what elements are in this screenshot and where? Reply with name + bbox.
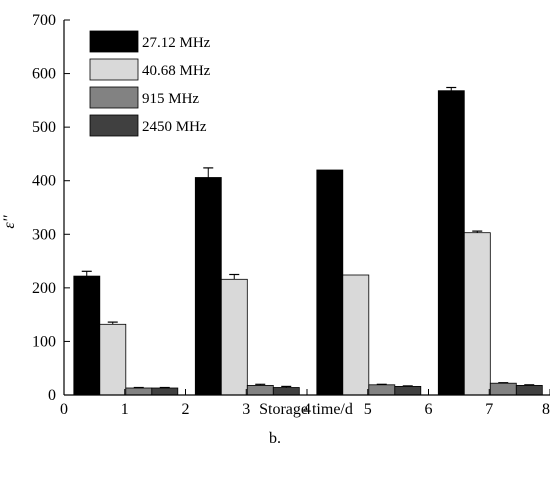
bar-40-68-mhz-day-3 [220, 278, 248, 396]
y-tick-label: 400 [32, 173, 56, 190]
figure-caption: b. [269, 430, 281, 447]
bar-915-mhz-day-1 [125, 387, 153, 396]
legend-label: 40.68 MHz [142, 63, 211, 79]
bar-915-mhz-day-3 [246, 384, 274, 396]
y-tick-label: 100 [32, 333, 56, 350]
y-tick-label: 500 [32, 119, 56, 136]
y-tick-label: 600 [32, 66, 56, 83]
x-tick-label: 6 [425, 401, 433, 418]
legend-label: 27.12 MHz [142, 35, 211, 51]
y-tick-label: 200 [32, 280, 56, 297]
legend-swatch [89, 30, 139, 53]
bar-40-68-mhz-day-1 [99, 323, 127, 396]
x-axis-label: Storage time/d [259, 401, 353, 418]
bar-915-mhz-day-7 [489, 382, 517, 396]
bar-2450-mhz-day-7 [515, 384, 543, 396]
x-tick-label: 2 [182, 401, 190, 418]
bar-27-12-mhz-day-7 [437, 90, 465, 396]
ticks-group: 0 100 200 300 400 500 600 700 0 1 2 3 4 5 6 7 8 [32, 12, 550, 418]
y-tick-label: 0 [48, 387, 56, 404]
bar-40-68-mhz-day-7 [463, 232, 491, 396]
bar-915-mhz-day-5 [368, 384, 396, 396]
bar-27-12-mhz-day-5 [316, 169, 344, 396]
legend-label: 2450 MHz [142, 119, 207, 135]
x-tick-label: 5 [364, 401, 372, 418]
x-tick-label: 7 [485, 401, 493, 418]
bar-27-12-mhz-day-3 [194, 177, 222, 396]
legend-label: 915 MHz [142, 91, 199, 107]
y-tick-label: 700 [32, 12, 56, 29]
bar-27-12-mhz-day-1 [73, 275, 101, 396]
y-axis-label: ε'' [1, 215, 18, 229]
bar-2450-mhz-day-5 [394, 385, 422, 396]
x-tick-label: 8 [542, 401, 550, 418]
bar-40-68-mhz-day-5 [342, 274, 370, 396]
legend: 27.12 MHz 40.68 MHz 915 MHz 2450 MHz [89, 30, 211, 137]
x-tick-label: 3 [242, 401, 250, 418]
x-tick-label: 1 [121, 401, 129, 418]
bar-2450-mhz-day-3 [272, 387, 300, 396]
x-tick-label: 4 [303, 401, 311, 418]
x-tick-label: 0 [60, 401, 68, 418]
legend-swatch [89, 114, 139, 137]
bar-2450-mhz-day-1 [151, 387, 179, 396]
legend-swatch [89, 58, 139, 81]
y-tick-label: 300 [32, 226, 56, 243]
legend-swatch [89, 86, 139, 109]
